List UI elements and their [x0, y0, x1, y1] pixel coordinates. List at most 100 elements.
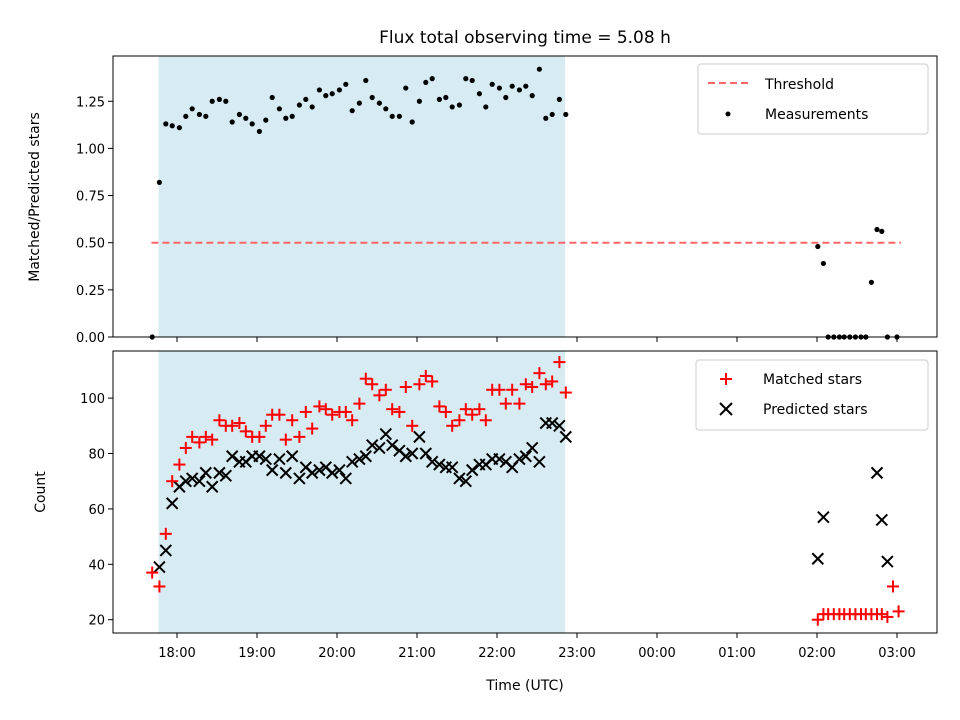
- matched-star-point: [353, 397, 366, 410]
- x-tick-label: 01:00: [718, 646, 755, 661]
- matched-star-point: [439, 405, 452, 418]
- legend-threshold-label: Threshold: [764, 77, 834, 93]
- measurement-point: [236, 111, 242, 118]
- measurement-point: [423, 79, 429, 86]
- matched-stars-points: [146, 356, 905, 626]
- predicted-star-point: [185, 472, 199, 485]
- top-axes-frame: [112, 55, 938, 338]
- matched-star-point: [539, 378, 552, 391]
- bottom-y-tick-label: 80: [88, 447, 105, 462]
- measurement-point: [156, 179, 162, 185]
- matched-star-point: [499, 397, 512, 410]
- measurement-point: [276, 106, 282, 112]
- matched-star-point: [159, 527, 172, 540]
- bottom-axes-frame: [112, 350, 938, 634]
- matched-star-point: [533, 367, 546, 380]
- top-y-tick-label: 1.25: [76, 95, 105, 110]
- top-x-ticks: [176, 337, 898, 342]
- predicted-star-point: [553, 419, 566, 433]
- matched-star-point: [513, 397, 526, 410]
- predicted-star-point: [179, 474, 193, 488]
- predicted-star-point: [313, 463, 326, 477]
- predicted-star-point: [445, 461, 459, 474]
- measurement-point: [296, 102, 302, 108]
- top-y-tick-label: 1.00: [76, 142, 105, 157]
- predicted-star-point: [413, 430, 426, 444]
- matched-star-point: [359, 372, 372, 385]
- measurement-point: [256, 128, 262, 135]
- predicted-star-point: [345, 455, 359, 469]
- measurement-point: [820, 260, 827, 267]
- matched-star-point: [166, 475, 179, 488]
- matched-star-point: [426, 375, 439, 388]
- measurement-point: [516, 87, 523, 93]
- measurement-point: [269, 94, 275, 101]
- measurement-point: [329, 91, 335, 97]
- measurement-point: [249, 121, 255, 127]
- predicted-star-point: [399, 450, 413, 463]
- matched-star-point: [233, 417, 246, 430]
- predicted-star-point: [213, 466, 226, 480]
- bottom-shaded-region: [158, 351, 565, 633]
- matched-star-point: [253, 430, 266, 443]
- matched-star-point: [433, 400, 446, 413]
- measurement-point: [229, 119, 235, 125]
- x-tick-label: 23:00: [558, 646, 595, 661]
- predicted-star-point: [285, 450, 299, 463]
- measurement-point: [343, 81, 349, 87]
- predicted-star-point: [453, 472, 466, 485]
- predicted-star-point: [365, 438, 379, 452]
- predicted-star-point: [293, 472, 306, 485]
- matched-star-point: [393, 405, 406, 418]
- matched-star-point: [153, 580, 166, 593]
- matched-star-point: [887, 580, 899, 593]
- predicted-star-point: [811, 552, 825, 565]
- matched-star-point: [453, 414, 466, 427]
- measurement-point: [556, 96, 563, 102]
- measurement-point: [443, 94, 449, 101]
- matched-star-point: [446, 419, 459, 432]
- top-y-axis-label: Matched/Predicted stars: [27, 112, 43, 282]
- measurement-point: [309, 104, 315, 110]
- predicted-star-point: [419, 447, 433, 460]
- predicted-star-point: [305, 466, 319, 480]
- matched-star-point: [881, 610, 894, 623]
- predicted-star-point: [405, 447, 419, 460]
- matched-star-point: [306, 422, 319, 435]
- measurement-point: [868, 279, 875, 285]
- predicted-star-point: [165, 497, 179, 510]
- legend-matched-swatch: [720, 373, 732, 385]
- measurement-point: [176, 125, 182, 131]
- predicted-star-point: [519, 450, 533, 463]
- matched-star-point: [186, 430, 199, 443]
- matched-star-point: [553, 356, 566, 369]
- measurement-point: [496, 85, 502, 91]
- bottom-y-axis-label: Count: [33, 471, 49, 513]
- predicted-star-point: [493, 452, 506, 466]
- measurement-point: [183, 113, 189, 119]
- measurement-point: [549, 111, 555, 118]
- predicted-star-point: [525, 441, 539, 455]
- bottom-y-tick-label: 20: [88, 614, 105, 629]
- matched-star-point: [493, 383, 506, 396]
- matched-star-point: [206, 433, 219, 446]
- top-y-tick-label: 0.00: [76, 331, 105, 346]
- measurement-point: [503, 94, 509, 101]
- predicted-star-point: [333, 463, 346, 477]
- predicted-star-point: [273, 452, 286, 466]
- measurement-point: [169, 123, 175, 129]
- predicted-star-point: [205, 480, 219, 493]
- matched-star-point: [179, 441, 192, 454]
- matched-star-point: [366, 378, 379, 391]
- matched-star-point: [173, 458, 186, 471]
- predicted-star-point: [559, 430, 573, 444]
- predicted-star-point: [193, 474, 206, 488]
- matched-star-point: [279, 433, 292, 446]
- matched-star-point: [892, 605, 905, 618]
- matched-star-point: [293, 430, 306, 443]
- predicted-star-point: [199, 466, 213, 480]
- predicted-star-point: [153, 560, 166, 574]
- bottom-x-ticks: 18:00 19:00 20:00 21:00 22:00 23:00 00:00 01:00…: [158, 633, 916, 661]
- measurement-point: [483, 104, 489, 110]
- measurement-point: [196, 111, 202, 118]
